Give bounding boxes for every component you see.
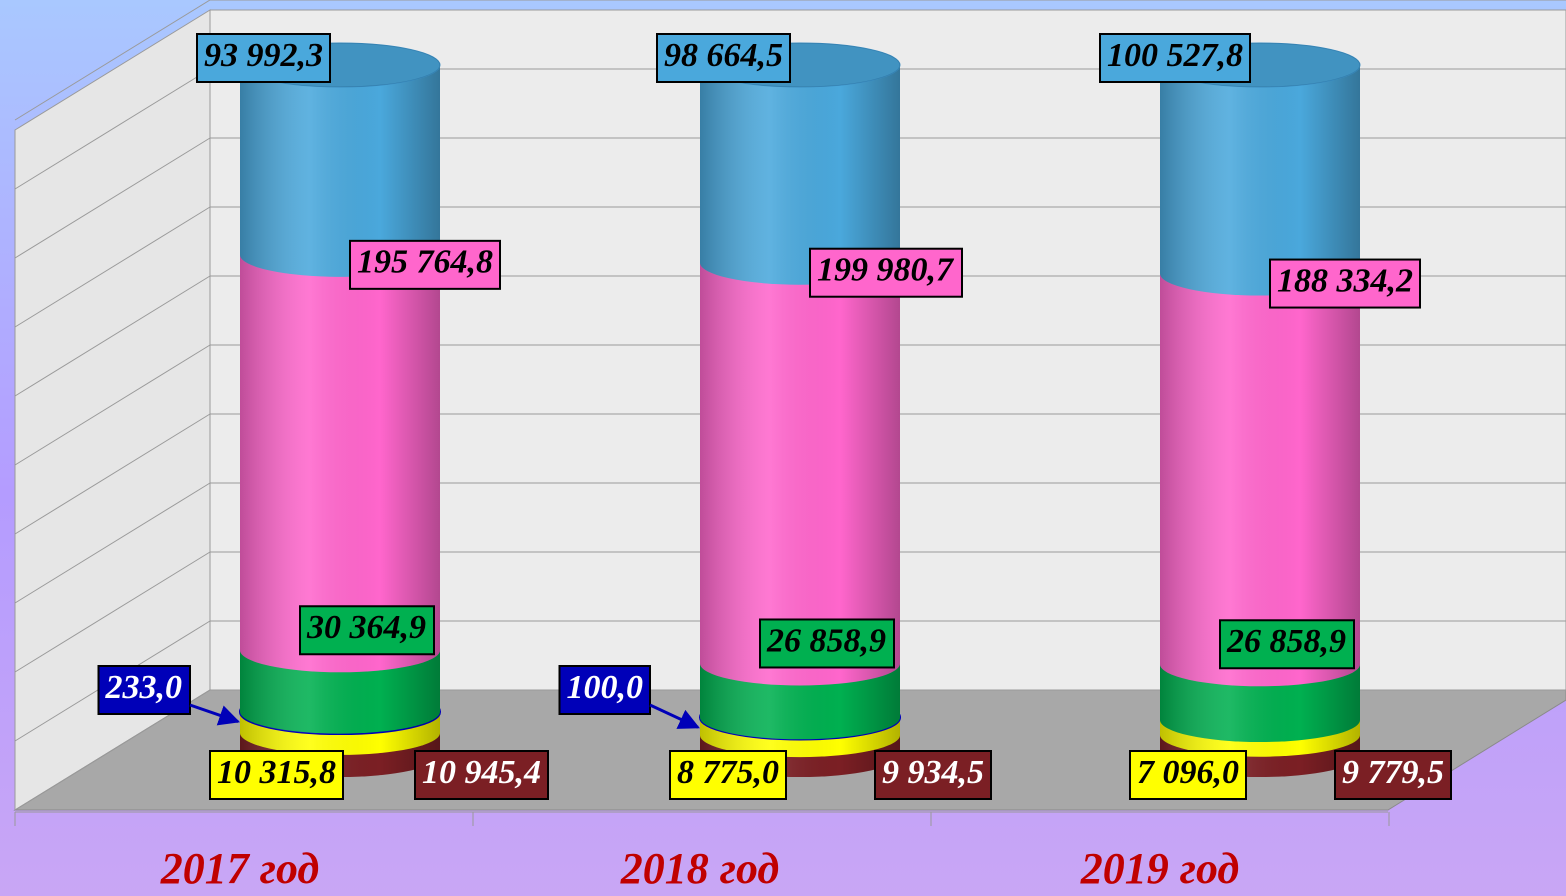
grid-line <box>14 551 211 673</box>
value-label: 9 934,5 <box>882 754 984 791</box>
grid-line <box>14 0 211 121</box>
value-label-box <box>1099 33 1251 83</box>
bar-shade <box>240 43 440 277</box>
value-label: 195 764,8 <box>357 244 493 281</box>
label-arrow <box>189 703 240 726</box>
value-label: 7 096,0 <box>1137 754 1239 791</box>
value-label-box <box>209 750 344 800</box>
value-label-box <box>809 247 963 298</box>
bar-shade <box>1160 43 1360 296</box>
value-label-box <box>759 618 895 669</box>
value-label: 98 664,5 <box>664 37 783 74</box>
grid-line <box>14 344 211 466</box>
bar-shade <box>1160 251 1360 687</box>
value-label-box <box>299 605 435 656</box>
value-label-box <box>1334 750 1452 800</box>
value-label: 10 945,4 <box>422 754 541 791</box>
grid-line <box>14 275 211 397</box>
x-tick-label: 2019 год <box>1080 844 1240 893</box>
grid-line <box>14 137 211 259</box>
value-label-box <box>656 33 791 83</box>
value-label-box <box>558 665 651 715</box>
value-label-box <box>669 750 787 800</box>
grid-line <box>14 68 211 190</box>
value-label: 188 334,2 <box>1277 262 1413 299</box>
value-label-box <box>196 33 331 83</box>
value-label: 93 992,3 <box>204 37 323 74</box>
value-label: 8 775,0 <box>677 754 779 791</box>
value-label-box <box>97 665 191 715</box>
value-label: 199 980,7 <box>817 252 955 289</box>
value-label-box <box>874 750 992 800</box>
grid-line <box>14 482 211 604</box>
x-tick-label: 2018 год <box>620 844 780 893</box>
grid-line <box>14 413 211 535</box>
bar-shade <box>240 232 440 673</box>
value-label: 26 858,9 <box>766 622 886 659</box>
value-label: 26 858,9 <box>1226 623 1346 660</box>
value-label: 10 315,8 <box>217 754 336 791</box>
bar-shade <box>700 43 900 285</box>
value-label-box <box>414 750 549 800</box>
grid-line <box>14 206 211 328</box>
value-label: 30 364,9 <box>306 609 426 646</box>
value-label-box <box>1269 258 1421 309</box>
value-label: 100,0 <box>567 669 644 706</box>
value-label-box <box>1129 750 1247 800</box>
value-label-box <box>349 239 501 290</box>
value-label: 100 527,8 <box>1107 37 1243 74</box>
x-tick-label: 2017 год <box>160 844 320 893</box>
value-label: 233,0 <box>105 669 183 706</box>
value-label-box <box>1219 619 1355 670</box>
value-label: 9 779,5 <box>1342 754 1444 791</box>
label-arrow <box>649 703 700 729</box>
bar-shade <box>700 240 900 686</box>
